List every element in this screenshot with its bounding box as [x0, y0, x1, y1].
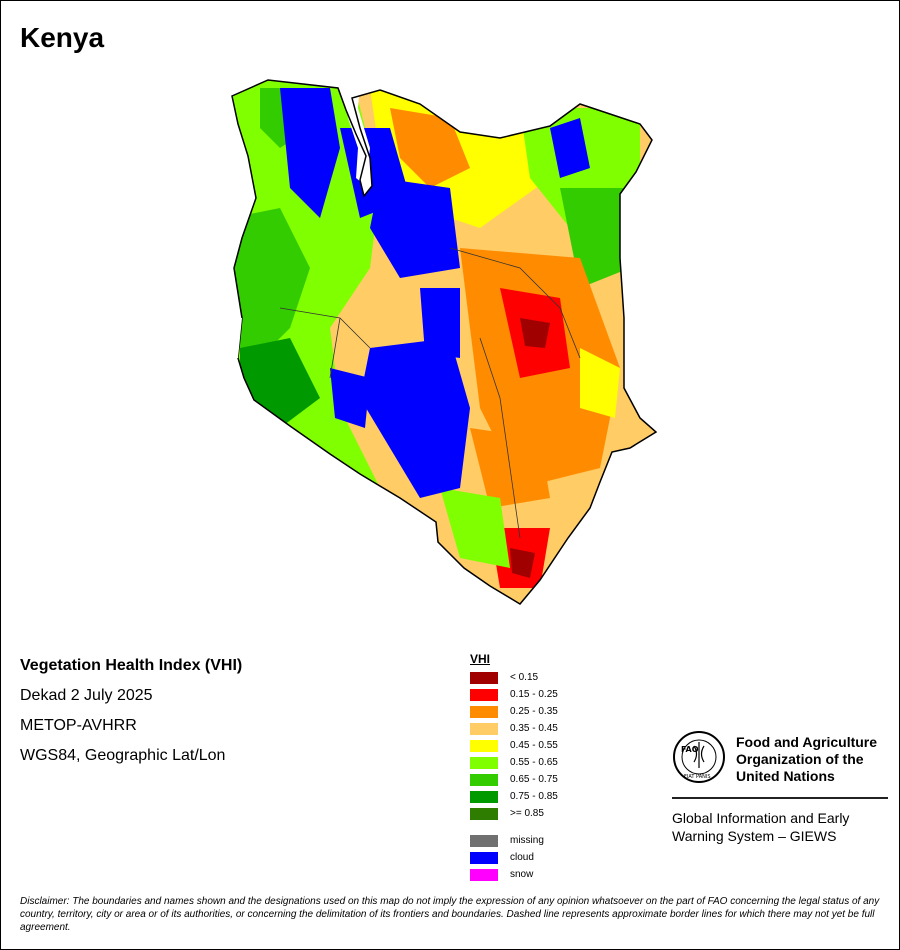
legend-swatch [470, 671, 498, 684]
legend-label: 0.65 - 0.75 [510, 774, 558, 785]
legend-row: cloud [470, 849, 630, 866]
fao-org-line3: United Nations [736, 768, 835, 784]
legend-swatch [470, 722, 498, 735]
legend-label: 0.75 - 0.85 [510, 791, 558, 802]
legend-row: 0.25 - 0.35 [470, 703, 630, 720]
legend-swatch [470, 756, 498, 769]
legend-label: < 0.15 [510, 672, 539, 683]
legend-row: snow [470, 866, 630, 883]
legend-row: 0.75 - 0.85 [470, 788, 630, 805]
legend-row: 0.35 - 0.45 [470, 720, 630, 737]
fao-logo-letter: FAO [681, 745, 699, 754]
legend-row: 0.15 - 0.25 [470, 686, 630, 703]
legend-label: 0.25 - 0.35 [510, 706, 558, 717]
giews-name: Global Information and Early Warning Sys… [672, 809, 888, 845]
legend-row: missing [470, 832, 630, 849]
fao-org-line2: Organization of the [736, 751, 864, 767]
legend-label: snow [510, 869, 534, 880]
giews-line2: Warning System – GIEWS [672, 828, 837, 844]
legend-label: missing [510, 835, 544, 846]
legend-classes: < 0.15 0.15 - 0.25 0.25 - 0.35 0.35 - 0.45 0… [470, 669, 630, 822]
legend-row: >= 0.85 [470, 805, 630, 822]
legend-swatch [470, 834, 498, 847]
fao-branding: FAO FIAT PANIS Food and Agriculture Orga… [672, 730, 888, 845]
fao-logo: FAO FIAT PANIS [673, 731, 725, 783]
legend-swatch [470, 868, 498, 881]
legend-label: 0.45 - 0.55 [510, 740, 558, 751]
legend-label: 0.35 - 0.45 [510, 723, 558, 734]
map-metadata: Vegetation Health Index (VHI) Dekad 2 Ju… [20, 656, 440, 776]
disclaimer-text: Disclaimer: The boundaries and names sho… [20, 896, 880, 933]
legend-row: 0.55 - 0.65 [470, 754, 630, 771]
legend-title: VHI [470, 652, 491, 666]
legend-swatch [470, 851, 498, 864]
legend-row: 0.65 - 0.75 [470, 771, 630, 788]
projection-label: WGS84, Geographic Lat/Lon [20, 747, 226, 764]
fao-org-line1: Food and Agriculture [736, 734, 878, 750]
product-name: Vegetation Health Index (VHI) [20, 657, 243, 674]
legend-swatch [470, 807, 498, 820]
legend-swatch [470, 705, 498, 718]
kenya-vhi-map [220, 68, 670, 613]
legend-special: missing cloud snow [470, 832, 630, 883]
legend-row: < 0.15 [470, 669, 630, 686]
legend-swatch [470, 790, 498, 803]
legend-row: 0.45 - 0.55 [470, 737, 630, 754]
vhi-legend: VHI < 0.15 0.15 - 0.25 0.25 - 0.35 0.35 - 0… [470, 652, 630, 883]
legend-swatch [470, 688, 498, 701]
giews-line1: Global Information and Early [672, 810, 850, 826]
fao-org-name: Food and Agriculture Organization of the… [736, 734, 877, 785]
divider [672, 797, 888, 799]
legend-label: 0.15 - 0.25 [510, 689, 558, 700]
legend-swatch [470, 739, 498, 752]
legend-label: cloud [510, 852, 534, 863]
sensor-label: METOP-AVHRR [20, 717, 137, 734]
period-label: Dekad 2 July 2025 [20, 687, 153, 704]
fao-logo-motto: FIAT PANIS [684, 774, 711, 780]
country-title: Kenya [20, 22, 105, 53]
legend-label: >= 0.85 [510, 808, 544, 819]
legend-swatch [470, 773, 498, 786]
legend-label: 0.55 - 0.65 [510, 757, 558, 768]
